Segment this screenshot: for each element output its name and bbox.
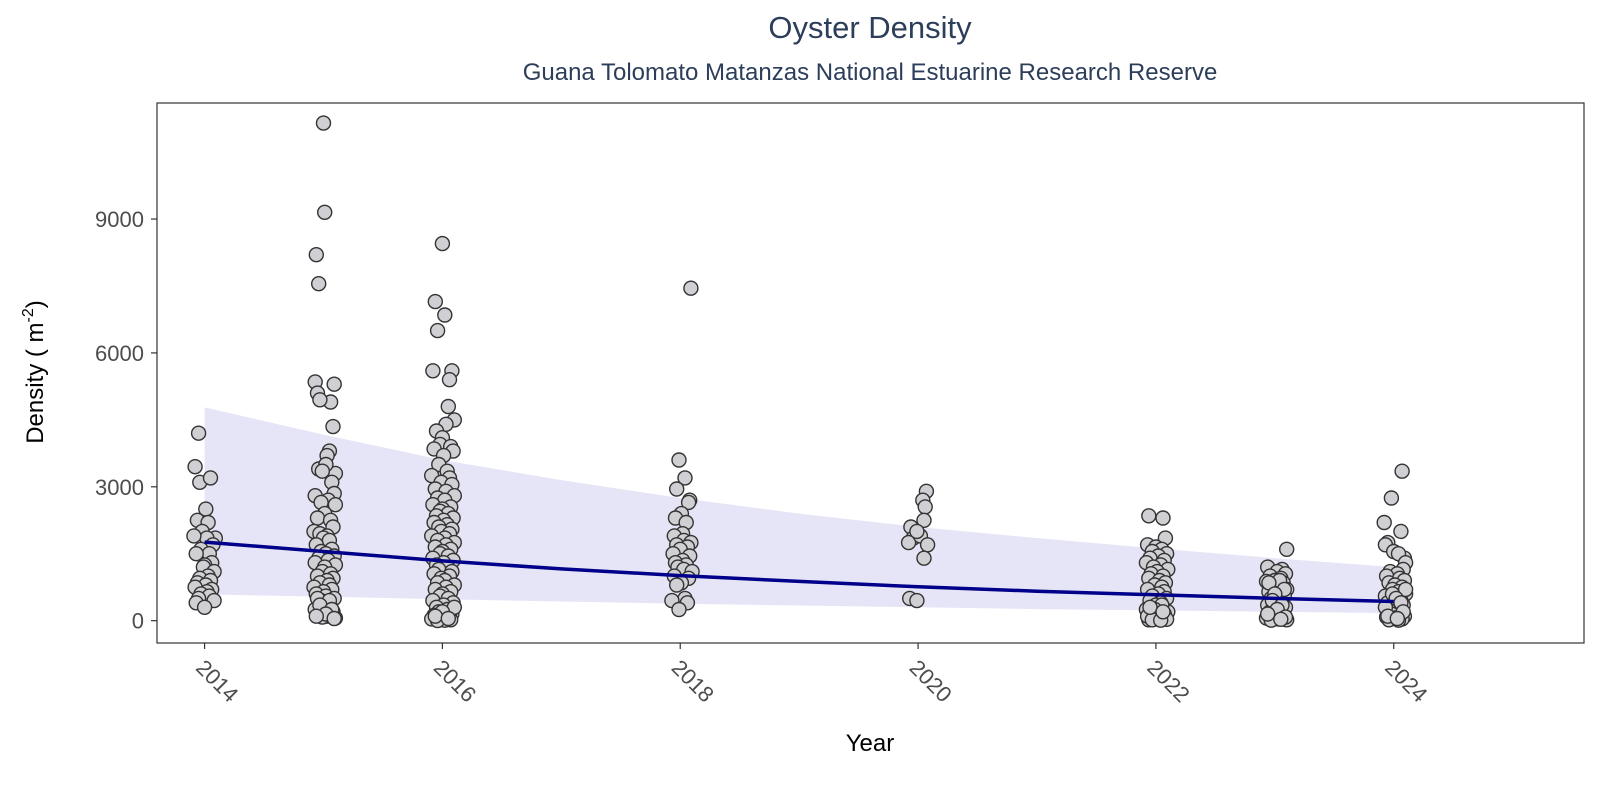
data-point-2015 <box>312 392 328 408</box>
data-point-2018 <box>680 494 697 511</box>
data-point-2014 <box>196 599 213 615</box>
data-point-2015 <box>308 246 324 263</box>
y-tick-label: 6000 <box>95 341 144 366</box>
data-point-2024 <box>1393 523 1409 540</box>
x-tick-label: 2016 <box>429 655 481 707</box>
data-point-2015 <box>326 376 342 392</box>
trend-line-layer <box>204 540 1394 604</box>
confidence-band-layer <box>204 407 1394 614</box>
data-point-2016 <box>440 398 456 415</box>
data-point-2015 <box>317 204 333 221</box>
data-point-2015 <box>327 497 344 513</box>
data-point-2015 <box>314 463 330 479</box>
data-point-2023 <box>1273 611 1289 627</box>
data-point-2015 <box>308 608 324 624</box>
data-point-2018 <box>683 280 699 296</box>
x-tick-label: 2024 <box>1380 655 1432 707</box>
data-point-2020 <box>900 534 917 551</box>
data-point-2018 <box>669 577 685 593</box>
data-point-2024 <box>1394 463 1410 479</box>
y-axis-title-end: ) <box>22 300 49 308</box>
data-points-layer <box>186 115 1414 629</box>
data-point-2020 <box>916 512 932 528</box>
x-axis-title: Year <box>846 730 895 757</box>
data-point-2018 <box>671 601 687 618</box>
data-point-2016 <box>425 363 441 379</box>
data-point-2014 <box>202 470 219 486</box>
data-point-2016 <box>441 372 458 388</box>
data-point-2020 <box>917 499 933 515</box>
x-tick-label: 2018 <box>667 655 719 707</box>
y-axis-title: Density ( m-2) <box>20 300 49 444</box>
data-point-2022 <box>1141 508 1157 524</box>
trend-line <box>204 540 1394 604</box>
data-point-2020 <box>909 523 925 540</box>
data-point-2015 <box>325 418 341 435</box>
data-point-2016 <box>440 610 456 627</box>
data-point-2018 <box>671 452 687 468</box>
data-point-2020 <box>916 550 932 566</box>
data-point-2016 <box>427 608 443 624</box>
data-point-2023 <box>1259 606 1276 622</box>
data-point-2014 <box>186 528 202 544</box>
data-point-2015 <box>309 510 326 526</box>
data-point-2020 <box>919 537 936 553</box>
data-point-2024 <box>1383 490 1400 506</box>
x-axis: 2014 2016 2018 2020 2022 2024 <box>191 643 1432 707</box>
data-point-2022 <box>1142 599 1158 615</box>
data-point-2014 <box>188 546 204 562</box>
x-tick-label: 2014 <box>191 655 243 707</box>
data-point-2018 <box>677 470 693 486</box>
chart-title: Oyster Density <box>768 10 972 45</box>
data-point-2016 <box>437 307 453 323</box>
x-tick-label: 2022 <box>1142 655 1194 707</box>
data-point-2015 <box>326 610 342 627</box>
data-point-2024 <box>1376 514 1392 531</box>
y-tick-label: 9000 <box>95 207 144 232</box>
chart-subtitle: Guana Tolomato Matanzas National Estuari… <box>523 59 1218 86</box>
data-point-2014 <box>190 425 207 441</box>
x-tick-label: 2020 <box>905 655 957 707</box>
y-tick-label: 0 <box>132 609 144 634</box>
y-tick-label: 3000 <box>95 475 144 500</box>
data-point-2022 <box>1155 604 1171 620</box>
y-axis-title-main: Density ( m <box>22 322 49 443</box>
data-point-2023 <box>1278 541 1295 557</box>
data-point-2016 <box>429 322 446 339</box>
data-point-2022 <box>1155 510 1171 526</box>
data-point-2014 <box>187 459 203 475</box>
confidence-band <box>204 407 1394 614</box>
data-point-2020 <box>909 592 925 609</box>
data-point-2015 <box>315 115 332 131</box>
data-point-2015 <box>311 276 327 292</box>
data-point-2016 <box>427 293 443 310</box>
data-point-2024 <box>1389 610 1406 627</box>
y-axis-title-superscript: -2 <box>20 308 37 322</box>
data-point-2018 <box>669 481 685 497</box>
data-point-2016 <box>434 235 451 252</box>
y-axis: 0 3000 6000 9000 <box>95 207 157 634</box>
